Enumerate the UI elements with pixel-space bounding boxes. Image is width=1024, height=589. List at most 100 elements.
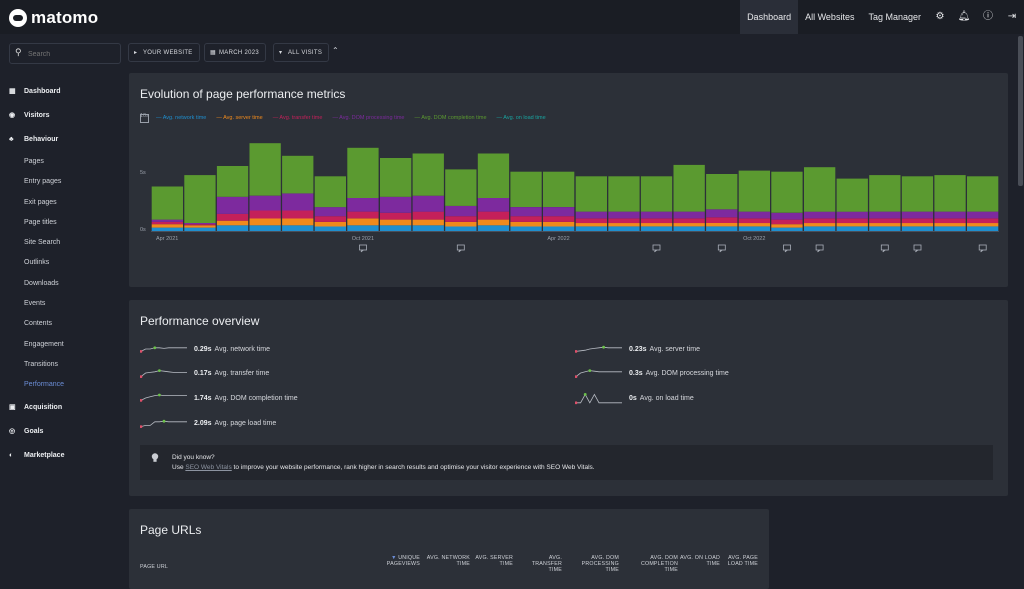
matomo-logo[interactable]: matomo <box>9 8 98 28</box>
column-header-label: AVG. DOM COMPLETION TIME <box>640 555 678 573</box>
metric-row[interactable]: 0.23s Avg. server time <box>575 342 700 356</box>
sidebar-item-pages[interactable]: Pages <box>24 158 44 165</box>
bar-segment <box>184 227 216 231</box>
column-header[interactable]: AVG. NETWORK TIME <box>426 555 470 567</box>
bar-segment <box>347 147 379 198</box>
column-header[interactable]: AVG. DOM PROCESSING TIME <box>575 555 619 573</box>
column-header[interactable]: ▼ UNIQUE PAGEVIEWS <box>376 555 420 567</box>
sidebar-item-dashboard[interactable]: ▦ Dashboard <box>0 80 125 104</box>
column-header[interactable]: PAGE URL <box>140 564 168 570</box>
bar-segment <box>706 223 738 227</box>
annotation-icon[interactable] <box>913 244 922 253</box>
bar-segment <box>738 170 770 212</box>
x-tick-label: Apr 2022 <box>547 236 570 242</box>
seo-web-vitals-link[interactable]: SEO Web Vitals <box>185 464 232 471</box>
bar-segment <box>249 225 281 231</box>
legend-item[interactable]: — Avg. on load time <box>496 115 546 121</box>
sidebar-item-behaviour[interactable]: ♣ Behaviour <box>0 128 125 152</box>
scrollbar-track[interactable] <box>1016 34 1024 576</box>
column-header[interactable]: AVG. SERVER TIME <box>469 555 513 567</box>
metric-row[interactable]: 0.29s Avg. network time <box>140 342 270 356</box>
collapse-icon[interactable]: ⌃ <box>332 46 339 55</box>
sidebar-item-contents[interactable]: Contents <box>24 320 53 328</box>
sidebar-item-exit-pages[interactable]: Exit pages <box>24 198 57 206</box>
search-input[interactable] <box>26 46 120 62</box>
bar-segment <box>771 171 803 213</box>
sidebar-item-goals[interactable]: ◎ Goals <box>0 420 125 444</box>
sidebar-item-downloads[interactable]: Downloads <box>24 279 59 287</box>
bar-segment <box>216 225 249 231</box>
bar-segment <box>673 218 705 224</box>
bar-segment <box>836 218 868 224</box>
bell-icon[interactable]: 🔔︎ <box>957 11 971 22</box>
bar-segment <box>934 226 966 231</box>
bar-segment <box>640 223 673 227</box>
metric-row[interactable]: 1.74s Avg. DOM completion time <box>140 391 298 405</box>
sidebar-item-site-search[interactable]: Site Search <box>24 239 61 247</box>
bar-segment <box>869 223 901 227</box>
sidebar-item-transitions[interactable]: Transitions <box>24 360 58 368</box>
bar-segment <box>706 209 738 218</box>
legend-item[interactable]: — Avg. transfer time <box>272 115 323 121</box>
legend-item[interactable]: — Avg. DOM completion time <box>414 115 487 121</box>
legend-item[interactable]: — Avg. network time <box>156 115 207 121</box>
annotation-icon[interactable] <box>456 244 465 253</box>
nav-all-websites[interactable]: All Websites <box>805 12 855 22</box>
target-icon: ◎ <box>9 427 16 435</box>
logo-icon <box>9 9 27 27</box>
sidebar-item-entry-pages[interactable]: Entry pages <box>24 178 62 186</box>
sidebar-item-engagement[interactable]: Engagement <box>24 340 64 348</box>
sidebar-item-visitors[interactable]: ◉ Visitors <box>0 104 125 128</box>
sidebar-item-marketplace[interactable]: ◐ Marketplace <box>0 444 125 468</box>
evolution-chart <box>151 143 999 253</box>
bar-segment <box>184 175 216 223</box>
bar-segment <box>640 176 673 212</box>
metric-row[interactable]: 0s Avg. on load time <box>575 391 694 405</box>
sidebar-item-outlinks[interactable]: Outlinks <box>24 259 50 267</box>
column-header[interactable]: AVG. TRANSFER TIME <box>518 555 562 573</box>
help-icon[interactable]: ⓘ <box>983 11 993 22</box>
sidebar-item-events[interactable]: Events <box>24 300 46 308</box>
tip-body: Use SEO Web Vitals to improve your websi… <box>172 464 595 471</box>
bar-segment <box>380 219 412 226</box>
annotation-icon[interactable] <box>783 244 791 253</box>
bar-segment <box>608 223 640 227</box>
gear-icon[interactable]: ⚙ <box>935 11 945 22</box>
nav-dashboard[interactable]: Dashboard <box>740 0 799 34</box>
scrollbar-thumb[interactable] <box>1018 36 1023 186</box>
column-header[interactable]: AVG. ON LOAD TIME <box>676 555 720 567</box>
annotation-icon[interactable] <box>652 244 661 253</box>
column-header[interactable]: AVG. DOM COMPLETION TIME <box>634 555 678 573</box>
column-header[interactable]: AVG. PAGE LOAD TIME <box>714 555 758 567</box>
annotation-icon[interactable] <box>359 244 367 253</box>
search-icon: ⚲ <box>15 47 22 57</box>
sidebar-item-performance[interactable]: Performance <box>24 381 65 389</box>
annotation-icon[interactable] <box>717 244 726 253</box>
metric-label: Avg. page load time <box>214 419 277 427</box>
bar-segment <box>608 218 640 224</box>
sparkline <box>140 393 187 402</box>
annotation-icon[interactable] <box>978 244 987 253</box>
series-picker-icon[interactable] <box>140 113 149 123</box>
sidebar-item-page-titles[interactable]: Page titles <box>24 218 57 226</box>
legend-item[interactable]: — Avg. server time <box>216 115 263 121</box>
legend-item[interactable]: — Avg. DOM processing time <box>332 115 405 121</box>
nav-tag-manager[interactable]: Tag Manager <box>868 12 921 22</box>
sidebar-item-acquisition[interactable]: ▣ Acquisition <box>0 396 125 420</box>
bar-segment <box>216 166 249 197</box>
segment-selector[interactable]: ▾ ALL VISITS <box>273 43 330 62</box>
website-selector[interactable]: ▸ YOUR WEBSITE <box>128 43 200 62</box>
metric-row[interactable]: 2.09s Avg. page load time <box>140 416 276 430</box>
bar-segment <box>510 226 542 231</box>
website-selector-label: YOUR WEBSITE <box>143 50 193 56</box>
logout-icon[interactable]: ⇥ <box>1007 11 1017 22</box>
metric-row[interactable]: 0.17s Avg. transfer time <box>140 366 269 380</box>
bar-segment <box>575 176 607 212</box>
bar-segment <box>575 218 607 224</box>
bar-segment <box>771 224 803 228</box>
metric-row[interactable]: 0.3s Avg. DOM processing time <box>575 366 729 380</box>
annotation-icon[interactable] <box>815 244 824 253</box>
period-selector[interactable]: ▦ MARCH 2023 <box>204 43 267 62</box>
bar-segment <box>967 211 999 219</box>
annotation-icon[interactable] <box>880 244 889 253</box>
